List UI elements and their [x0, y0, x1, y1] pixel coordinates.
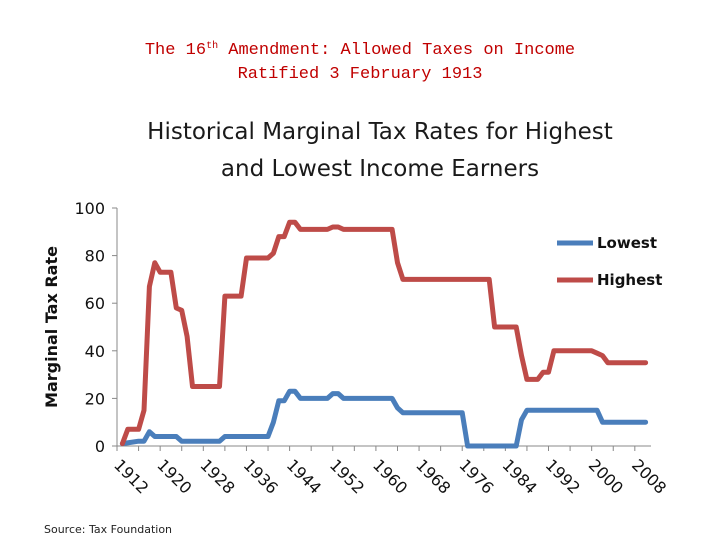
source-note: Source: Tax Foundation: [44, 523, 173, 536]
x-tick-label: 1912: [110, 455, 152, 497]
chart-title-line1: Historical Marginal Tax Rates for Highes…: [147, 119, 613, 145]
x-tick-label: 1976: [455, 455, 497, 497]
legend-label-highest: Highest: [597, 271, 662, 289]
y-tick-label: 40: [85, 342, 105, 361]
chart-series: [119, 219, 649, 449]
x-tick-label: 1936: [240, 455, 282, 497]
x-tick-label: 2000: [585, 455, 627, 497]
chart-title-line2: and Lowest Income Earners: [220, 156, 540, 182]
x-tick-label: 1928: [196, 455, 238, 497]
slide-title-line2: Ratified 3 February 1913: [237, 65, 483, 84]
x-tick-label: 1960: [369, 455, 411, 497]
chart-title: Historical Marginal Tax Rates for Highes…: [90, 114, 670, 188]
series-line-highest: [119, 219, 649, 447]
slide-title-line1: The 16th Amendment: Allowed Taxes on Inc…: [144, 41, 576, 60]
x-tick-label: 1944: [283, 455, 325, 497]
x-tick-label: 1920: [153, 455, 195, 497]
y-tick-label: 60: [85, 294, 105, 313]
y-tick-label: 80: [85, 247, 105, 266]
x-tick-label: 1968: [412, 455, 454, 497]
chart-legend: Lowest Highest: [557, 234, 662, 289]
y-tick-label: 0: [95, 437, 105, 456]
x-tick-label: 1992: [542, 455, 584, 497]
series-line-lowest: [119, 388, 649, 449]
x-tick-label: 1984: [499, 455, 541, 497]
y-tick-label: 100: [74, 199, 105, 218]
y-tick-label: 20: [85, 389, 105, 408]
x-tick-label: 2008: [628, 455, 670, 497]
y-axis-label: Marginal Tax Rate: [42, 246, 61, 408]
chart-axes: [116, 208, 651, 447]
x-axis-ticks: 1912 1920 1928 1936 1944 1952 1960 1968 1976 1984…: [110, 446, 670, 498]
x-tick-label: 1952: [326, 455, 368, 497]
y-axis-ticks: 0 20 40 60 80 100: [74, 199, 117, 456]
legend-label-lowest: Lowest: [597, 234, 657, 252]
